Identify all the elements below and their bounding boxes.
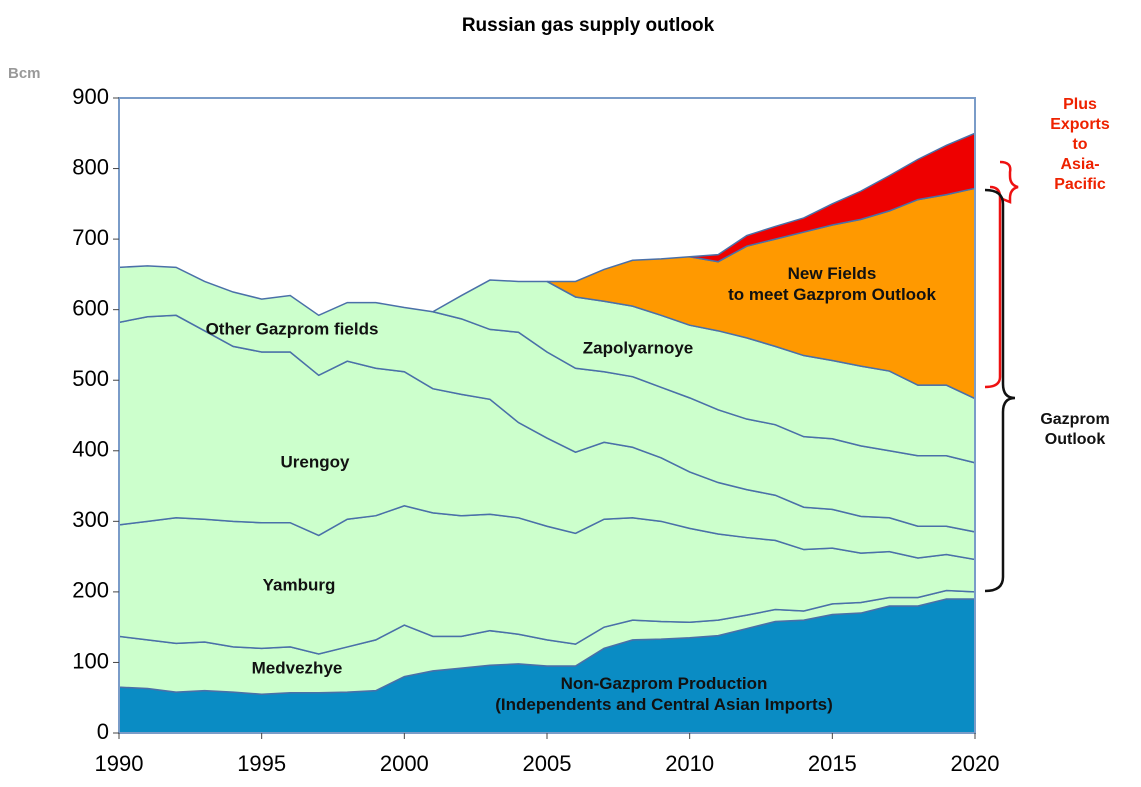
series-label: Urengoy [280, 452, 350, 472]
x-tick-label: 2000 [380, 751, 429, 776]
annotation: Gazprom Outlook [1040, 411, 1110, 448]
y-tick-label: 100 [72, 648, 109, 673]
x-tick-label: 2015 [808, 751, 857, 776]
series-label: Yamburg [262, 575, 336, 595]
series-label: Plus Exports to Asia-Pacific [1050, 96, 1110, 193]
y-tick-label: 500 [72, 366, 109, 391]
series-label: Medvezhye [251, 658, 343, 678]
x-tick-label: 2005 [523, 751, 572, 776]
series-label: Non-Gazprom Production (Independents and… [495, 673, 833, 714]
new-fields-bracket [984, 185, 1002, 389]
y-tick-label: 400 [72, 437, 109, 462]
x-tick-label: 2020 [951, 751, 1000, 776]
y-tick-label: 600 [72, 295, 109, 320]
y-tick-label: 0 [97, 719, 109, 744]
plot-area: 0 100 200 300 400 500 600 700 800 900 1990 1995 2000… [72, 84, 999, 776]
y-tick-label: 900 [72, 84, 109, 109]
x-tick-label: 2010 [665, 751, 714, 776]
y-tick-label: 300 [72, 507, 109, 532]
x-tick-label: 1990 [95, 751, 144, 776]
y-axis-label: Bcm [8, 65, 41, 82]
gazprom-outlook-bracket [984, 188, 1016, 593]
x-tick-label: 1995 [237, 751, 286, 776]
series-label: Other Gazprom fields [205, 319, 379, 339]
series-label: New Fields to meet Gazprom Outlook [728, 263, 936, 304]
y-tick-label: 700 [72, 225, 109, 250]
chart-title: Russian gas supply outlook [462, 15, 715, 36]
y-tick-label: 200 [72, 578, 109, 603]
series-label: Zapolyarnoye [582, 338, 694, 358]
y-tick-label: 800 [72, 154, 109, 179]
exports-bracket [999, 160, 1019, 204]
